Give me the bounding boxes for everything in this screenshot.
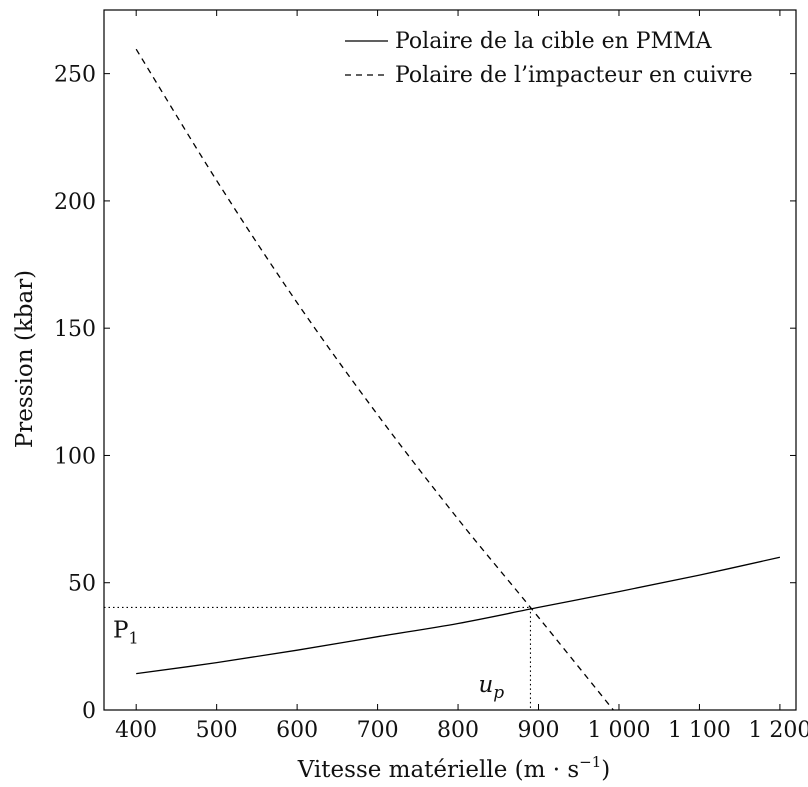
x-axis-label: Vitesse matérielle (m · s−1) <box>297 753 611 783</box>
x-axis-label-close: ) <box>601 757 610 783</box>
y-tick-label: 200 <box>54 190 96 215</box>
up-base: u <box>478 672 493 698</box>
x-tick-label: 1 200 <box>748 718 808 743</box>
legend-label-copper: Polaire de l’impacteur en cuivre <box>395 63 753 88</box>
up-subscript: p <box>493 683 504 703</box>
y-tick-label: 150 <box>54 317 96 342</box>
x-tick-label: 800 <box>437 718 479 743</box>
x-tick-label: 1 100 <box>668 718 731 743</box>
p1-subscript: 1 <box>128 628 138 647</box>
p1-base: P <box>113 617 128 643</box>
y-tick-label: 100 <box>54 444 96 469</box>
series-line-pmma-target <box>136 556 781 675</box>
x-tick-label: 1 000 <box>587 718 650 743</box>
x-axis-label-main: Vitesse matérielle (m · s <box>297 757 579 783</box>
series-line-copper-impactor <box>135 48 614 711</box>
p1-annotation: P1 <box>113 617 139 647</box>
y-tick-label: 0 <box>82 699 96 724</box>
plot-area-frame <box>103 9 797 711</box>
x-tick-label: 500 <box>196 718 238 743</box>
y-tick-label: 50 <box>68 572 96 597</box>
y-tick-label: 250 <box>54 63 96 88</box>
x-tick-label: 400 <box>115 718 157 743</box>
x-axis-label-exponent: −1 <box>579 753 601 771</box>
x-tick-label: 600 <box>276 718 318 743</box>
x-tick-label: 900 <box>518 718 560 743</box>
y-axis-label: Pression (kbar) <box>12 270 38 448</box>
up-annotation: up <box>478 672 504 703</box>
x-tick-label: 700 <box>357 718 399 743</box>
legend-label-pmma: Polaire de la cible en PMMA <box>395 29 713 54</box>
